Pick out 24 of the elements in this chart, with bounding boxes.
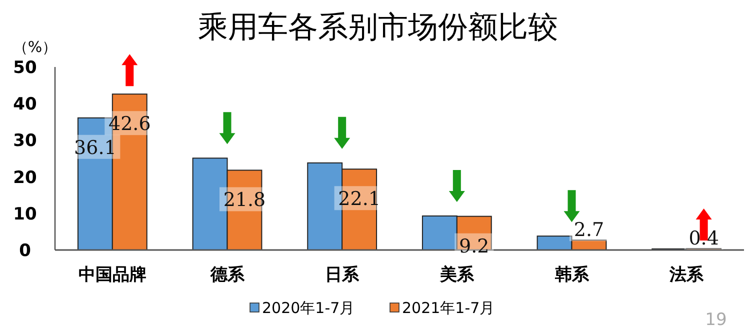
text: 19 xyxy=(705,310,727,330)
legend-label: 2020年1-7月 xyxy=(262,299,355,317)
x-tick-label: 法系 xyxy=(668,265,705,285)
chart-title: 乘用车各系别市场份额比较 xyxy=(198,10,558,45)
y-tick-label: 0 xyxy=(19,241,32,261)
data-label: 36.1 xyxy=(74,136,116,159)
x-tick-label: 美系 xyxy=(438,265,475,285)
data-label: 9.2 xyxy=(459,235,490,258)
x-tick-label: 日系 xyxy=(325,265,360,285)
y-tick-label: 30 xyxy=(13,131,37,152)
data-label: 22.1 xyxy=(338,188,380,210)
data-label: 2.7 xyxy=(574,219,604,242)
y-tick-label: 50 xyxy=(13,58,37,78)
legend-label: 2021年1-7月 xyxy=(402,299,495,317)
y-tick-label: 40 xyxy=(13,94,37,115)
data-label: 0.4 xyxy=(688,228,719,250)
data-label: 42.6 xyxy=(108,113,151,136)
y-axis-title: （%） xyxy=(12,38,58,56)
data-label: 21.8 xyxy=(223,189,266,212)
x-tick-label: 中国品牌 xyxy=(78,265,146,285)
y-tick-label: 10 xyxy=(13,204,37,224)
x-tick-label: 德系 xyxy=(209,265,246,285)
y-tick-label: 20 xyxy=(13,168,37,188)
x-tick-label: 韩系 xyxy=(554,265,590,285)
